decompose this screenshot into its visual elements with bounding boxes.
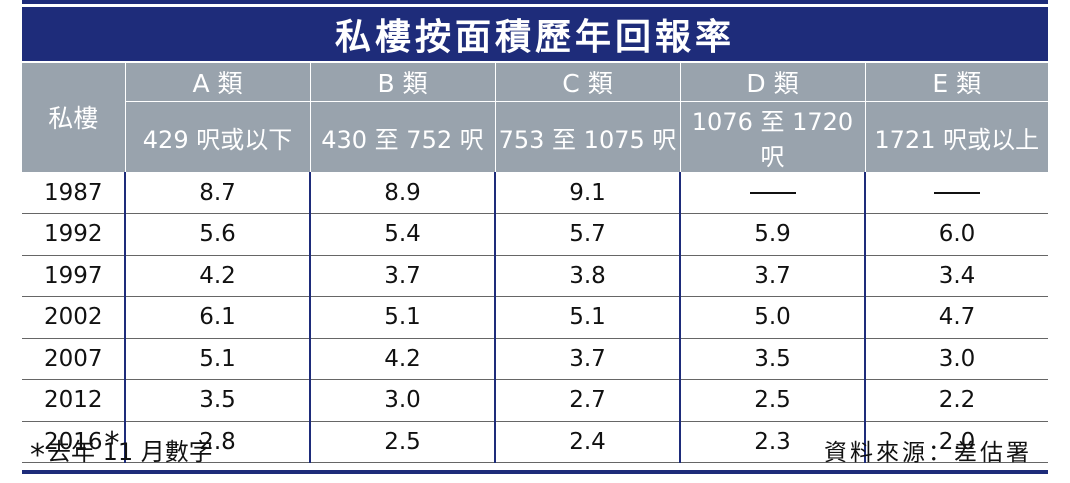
value-cell: 3.7 bbox=[310, 255, 496, 297]
value-cell: 2.5 bbox=[310, 421, 496, 463]
year-cell: 1987 bbox=[22, 172, 126, 214]
year-label: 1997 bbox=[44, 262, 103, 289]
col-header-e: E 類 bbox=[865, 63, 1048, 102]
row-header: 私樓 bbox=[22, 63, 126, 173]
value-cell: 8.9 bbox=[310, 172, 496, 214]
year-label: 2007 bbox=[44, 345, 103, 372]
value-cell: 2.2 bbox=[865, 379, 1048, 422]
value-cell: 3.8 bbox=[495, 255, 681, 297]
empty-cell bbox=[865, 172, 1048, 214]
header-row-categories: 私樓 A 類 B 類 C 類 D 類 E 類 bbox=[22, 63, 1048, 173]
col-header-b: B 類 bbox=[310, 63, 496, 102]
value-cell: 4.7 bbox=[865, 296, 1048, 339]
source-note: 資料來源：差估署 bbox=[824, 440, 1032, 466]
value-cell: 5.6 bbox=[125, 213, 311, 256]
col-header-d: D 類 bbox=[680, 63, 866, 102]
value-cell: 2.3 bbox=[680, 421, 866, 463]
value-cell: 4.2 bbox=[125, 255, 311, 297]
value-cell: 3.5 bbox=[125, 379, 311, 422]
year-label: 1992 bbox=[44, 221, 103, 248]
value-cell: 2.4 bbox=[495, 421, 681, 463]
value-cell: 3.0 bbox=[865, 338, 1048, 380]
value-cell: 5.0 bbox=[680, 296, 866, 339]
value-cell: 2.0 bbox=[865, 421, 1048, 463]
value-cell: 4.2 bbox=[310, 338, 496, 380]
table-row: 2016* 2.8 2.5 2.4 2.3 2.0 bbox=[22, 421, 1048, 463]
year-label: 2012 bbox=[44, 387, 103, 414]
table-row: 1992 5.6 5.4 5.7 5.9 6.0 bbox=[22, 213, 1048, 256]
value-cell: 8.7 bbox=[125, 172, 311, 214]
table-row: 2012 3.5 3.0 2.7 2.5 2.2 bbox=[22, 379, 1048, 422]
col-range-a: 429 呎或以下 bbox=[125, 101, 311, 172]
year-cell: 2002 bbox=[22, 296, 126, 339]
no-data-dash bbox=[749, 192, 796, 194]
empty-cell bbox=[680, 172, 866, 214]
table-row: 2002 6.1 5.1 5.1 5.0 4.7 bbox=[22, 296, 1048, 339]
value-cell: 9.1 bbox=[495, 172, 681, 214]
col-range-b: 430 至 752 呎 bbox=[310, 101, 496, 172]
footnote-text: 去年 11 月數字 bbox=[47, 438, 213, 466]
year-label: 2002 bbox=[44, 304, 103, 331]
value-cell: 3.7 bbox=[680, 255, 866, 297]
table-row: 1997 4.2 3.7 3.8 3.7 3.4 bbox=[22, 255, 1048, 297]
value-cell: 2.8 bbox=[125, 421, 311, 463]
value-cell: 5.1 bbox=[310, 296, 496, 339]
value-cell: 6.0 bbox=[865, 213, 1048, 256]
year-label: 2016 bbox=[44, 428, 103, 455]
value-cell: 5.7 bbox=[495, 213, 681, 256]
value-cell: 5.1 bbox=[125, 338, 311, 380]
value-cell: 2.7 bbox=[495, 379, 681, 422]
title-bar: 私樓按面積歷年回報率 bbox=[22, 7, 1048, 61]
year-cell: 1997 bbox=[22, 255, 126, 297]
table-row: 1987 8.7 8.9 9.1 bbox=[22, 172, 1048, 214]
chart-title: 私樓按面積歷年回報率 bbox=[334, 17, 735, 58]
value-cell: 6.1 bbox=[125, 296, 311, 339]
col-range-e: 1721 呎或以上 bbox=[865, 101, 1048, 172]
value-cell: 3.7 bbox=[495, 338, 681, 380]
no-data-dash bbox=[934, 192, 980, 194]
value-cell: 5.1 bbox=[495, 296, 681, 339]
value-cell: 3.5 bbox=[680, 338, 866, 380]
value-cell: 2.5 bbox=[680, 379, 866, 422]
bottom-rule bbox=[22, 470, 1048, 474]
value-cell: 5.4 bbox=[310, 213, 496, 256]
returns-table: 私樓 A 類 B 類 C 類 D 類 E 類 429 呎或以下 430 至 75… bbox=[22, 63, 1048, 463]
table-row: 2007 5.1 4.2 3.7 3.5 3.0 bbox=[22, 338, 1048, 380]
col-range-d: 1076 至 1720 呎 bbox=[680, 101, 866, 172]
year-footnote-mark: * bbox=[104, 425, 120, 461]
col-header-a: A 類 bbox=[125, 63, 311, 102]
year-cell: 2012 bbox=[22, 379, 126, 422]
value-cell: 5.9 bbox=[680, 213, 866, 256]
top-rule bbox=[22, 0, 1048, 4]
footnote: *去年 11 月數字 bbox=[30, 432, 213, 471]
year-cell: 2007 bbox=[22, 338, 126, 380]
year-cell: 1992 bbox=[22, 213, 126, 256]
year-label: 1987 bbox=[44, 179, 103, 206]
col-header-c: C 類 bbox=[495, 63, 681, 102]
col-range-c: 753 至 1075 呎 bbox=[495, 101, 681, 172]
header-row-ranges: 429 呎或以下 430 至 752 呎 753 至 1075 呎 1076 至… bbox=[22, 101, 1048, 172]
value-cell: 3.4 bbox=[865, 255, 1048, 297]
value-cell: 3.0 bbox=[310, 379, 496, 422]
footnote-mark: * bbox=[30, 438, 45, 473]
year-cell: 2016* bbox=[22, 421, 126, 463]
table-body: 1987 8.7 8.9 9.1 1992 5.6 5.4 5.7 5.9 6.0 1997 4.2 3… bbox=[22, 172, 1048, 463]
